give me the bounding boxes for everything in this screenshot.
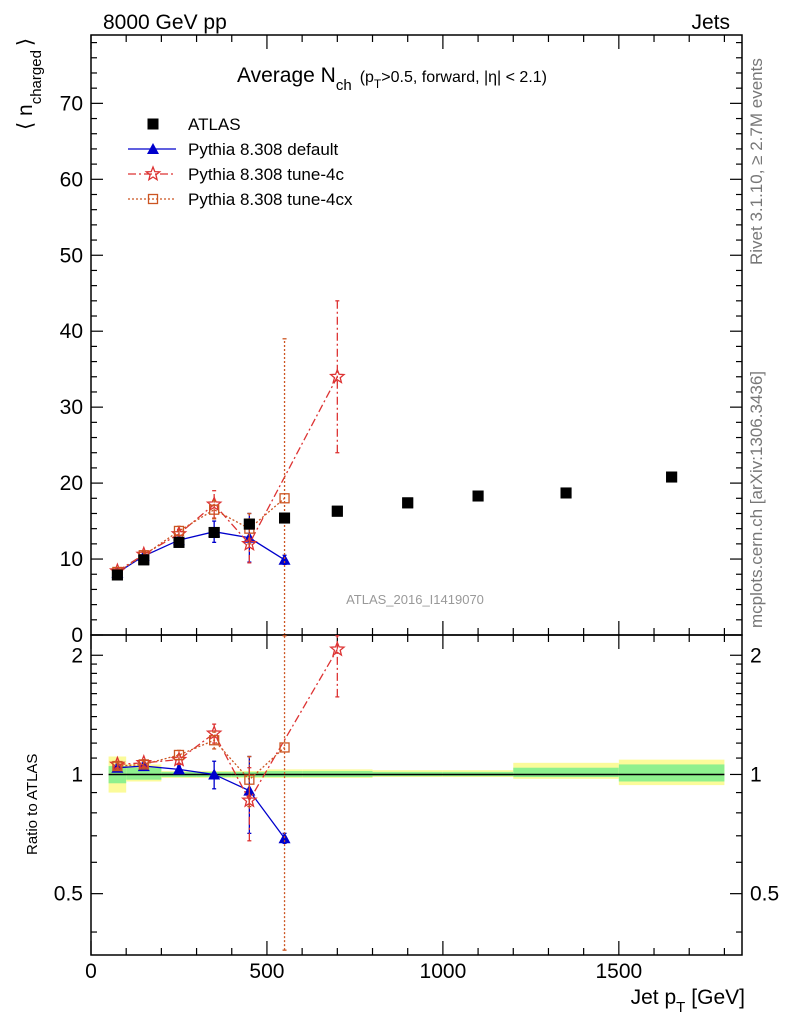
ratio-y-tick-label-right: 2 (750, 644, 762, 667)
main-title: Average Nch (pT>0.5, forward, |η| < 2.1) (237, 64, 547, 94)
mcplots-label: mcplots.cern.ch [arXiv:1306.3436] (747, 371, 766, 628)
atlas-data-point (331, 505, 343, 517)
ratio-triangle-marker (172, 763, 185, 775)
ratio-y-tick-label-right: 0.5 (750, 883, 779, 906)
main-open-square-marker (173, 525, 185, 537)
ratio-panel: 0 500 1000 1500 0.5 0.5 1 1 2 2 (54, 634, 779, 983)
legend-label: Pythia 8.308 default (188, 140, 339, 159)
legend: ATLAS Pythia 8.308 default Pythia 8.308 tu… (128, 115, 353, 209)
ratio-open-square-marker (173, 749, 185, 761)
main-star-marker (205, 495, 223, 512)
atlas-data-point (208, 526, 220, 538)
ratio-open-square-marker (279, 742, 290, 753)
ratio-star-marker (329, 640, 346, 657)
legend-label: Pythia 8.308 tune-4cx (188, 190, 353, 209)
atlas-data-point (173, 536, 185, 548)
legend-marker (144, 165, 162, 182)
legend-label: Pythia 8.308 tune-4c (188, 165, 344, 184)
main-y-tick-label: 10 (60, 548, 83, 571)
legend-atlas-marker (147, 118, 159, 130)
main-triangle-marker (278, 553, 291, 565)
main-y-label: ⟨ ncharged⟩ (14, 38, 45, 130)
main-star-marker (241, 535, 258, 551)
x-axis-label: Jet pT [GeV] (631, 986, 745, 1016)
atlas-data-point (279, 512, 291, 524)
ratio-y-tick-label-left: 0.5 (54, 883, 83, 906)
main-y-tick-label: 0 (71, 624, 83, 647)
header-right: Jets (691, 11, 730, 34)
main-panel: 0 10 20 30 40 50 60 70 (60, 34, 743, 647)
rivet-label: Rivet 3.1.10, ≥ 2.7M events (747, 58, 766, 265)
atlas-data-point (402, 497, 414, 509)
x-tick-label: 1500 (595, 960, 642, 983)
main-y-tick-label: 20 (60, 472, 83, 495)
uncertainty-band-inner (513, 767, 619, 778)
ratio-y-label: Ratio to ATLAS (24, 754, 41, 855)
main-y-tick-label: 30 (60, 396, 83, 419)
legend-label: ATLAS (188, 115, 241, 134)
ratio-y-tick-label-left: 1 (71, 763, 83, 786)
atlas-data-point (666, 471, 678, 483)
ratio-open-square-marker (112, 760, 123, 772)
legend-marker (147, 193, 159, 205)
ratio-triangle-marker (208, 768, 221, 780)
ratio-open-square-marker (138, 759, 149, 770)
atlas-data-point (111, 569, 123, 581)
ratio-frame (90, 634, 743, 956)
atlas-data-point (243, 518, 255, 530)
ratio-y-tick-label-left: 2 (71, 644, 83, 667)
x-tick-label: 500 (249, 960, 284, 983)
ratio-open-square-marker (209, 735, 220, 746)
ratio-star-marker (240, 791, 258, 808)
x-tick-label: 1000 (420, 960, 467, 983)
main-star-marker (329, 368, 346, 384)
uncertainty-band-inner (126, 767, 162, 780)
main-y-tick-label: 50 (60, 244, 83, 267)
main-y-tick-label: 70 (60, 92, 83, 115)
x-tick-label: 0 (85, 960, 97, 983)
header-left: 8000 GeV pp (103, 11, 227, 34)
ratio-open-square-line (117, 739, 285, 781)
main-y-tick-label: 40 (60, 320, 83, 343)
analysis-watermark: ATLAS_2016_I1419070 (346, 592, 484, 607)
main-y-tick-label: 60 (60, 168, 83, 191)
ratio-y-tick-label-right: 1 (750, 763, 762, 786)
atlas-data-point (472, 490, 484, 502)
ratio-open-square-marker (244, 774, 255, 785)
main-open-square-marker (279, 493, 290, 504)
main-star-line (117, 376, 338, 572)
atlas-data-point (138, 554, 150, 566)
legend-marker (147, 143, 159, 154)
uncertainty-band-inner (618, 764, 725, 782)
atlas-data-point (560, 487, 572, 499)
main-open-square-marker (209, 504, 220, 515)
